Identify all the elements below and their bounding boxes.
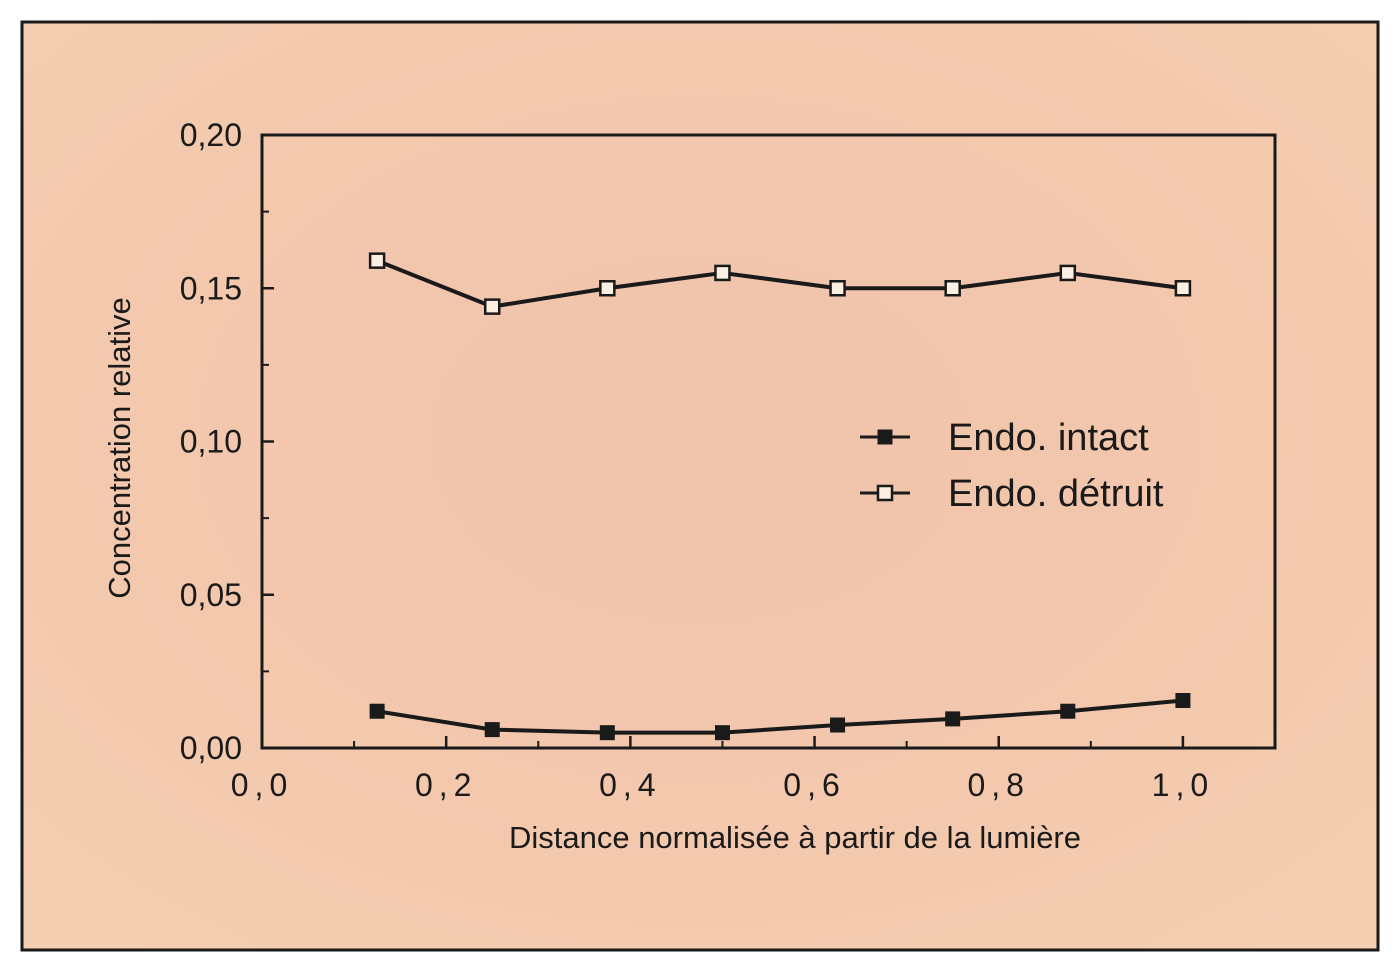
legend-item: Endo. détruit: [860, 473, 1164, 515]
data-point: [483, 298, 501, 315]
data-point: [714, 725, 730, 741]
y-tick-label: 0,00: [180, 730, 242, 766]
legend-label: Endo. intact: [948, 417, 1149, 459]
data-point: [368, 252, 386, 269]
data-point: [1060, 703, 1076, 719]
y-axis-title: Concentration relative: [102, 297, 137, 599]
x-tick-label: 0,2: [415, 767, 477, 803]
data-point: [1175, 692, 1191, 708]
legend: Endo. intact Endo. détruit: [860, 417, 1164, 515]
x-axis-title: Distance normalisée à partir de la lumiè…: [509, 820, 1081, 855]
legend-item: Endo. intact: [860, 417, 1149, 459]
data-point: [1059, 264, 1077, 282]
x-tick-label: 0,0: [231, 767, 293, 803]
legend-label: Endo. détruit: [948, 473, 1164, 515]
data-point: [1174, 280, 1192, 297]
data-point: [829, 280, 846, 297]
y-tick-label: 0,05: [180, 577, 242, 613]
data-point: [945, 711, 961, 727]
series-line: [376, 258, 1184, 309]
data-point: [830, 717, 846, 733]
data-point: [484, 722, 500, 738]
y-tick-label: 0,15: [180, 270, 242, 306]
y-tick-label: 0,20: [180, 117, 242, 153]
x-tick-label: 1,0: [1152, 767, 1214, 803]
series-layer: [368, 252, 1192, 741]
data-point: [369, 703, 385, 719]
data-point: [944, 280, 961, 297]
x-tick-label: 0,6: [783, 767, 845, 803]
series-detruit: [368, 252, 1192, 315]
figure-frame: [20, 20, 1380, 952]
y-tick-label: 0,10: [180, 424, 242, 460]
legend-marker: [877, 429, 893, 445]
x-tick-label: 0,4: [599, 767, 661, 803]
series-line: [376, 698, 1184, 735]
y-axis: 0,00 0,05 0,10 0,15 0,20: [180, 117, 274, 766]
series-intact: [369, 692, 1191, 741]
data-point: [714, 264, 731, 282]
x-tick-label: 0,8: [967, 767, 1029, 803]
x-axis: 0,0 0,2 0,4 0,6 0,8 1,0: [231, 736, 1214, 803]
data-point: [599, 725, 615, 741]
legend-marker: [876, 484, 894, 502]
data-point: [599, 280, 616, 297]
